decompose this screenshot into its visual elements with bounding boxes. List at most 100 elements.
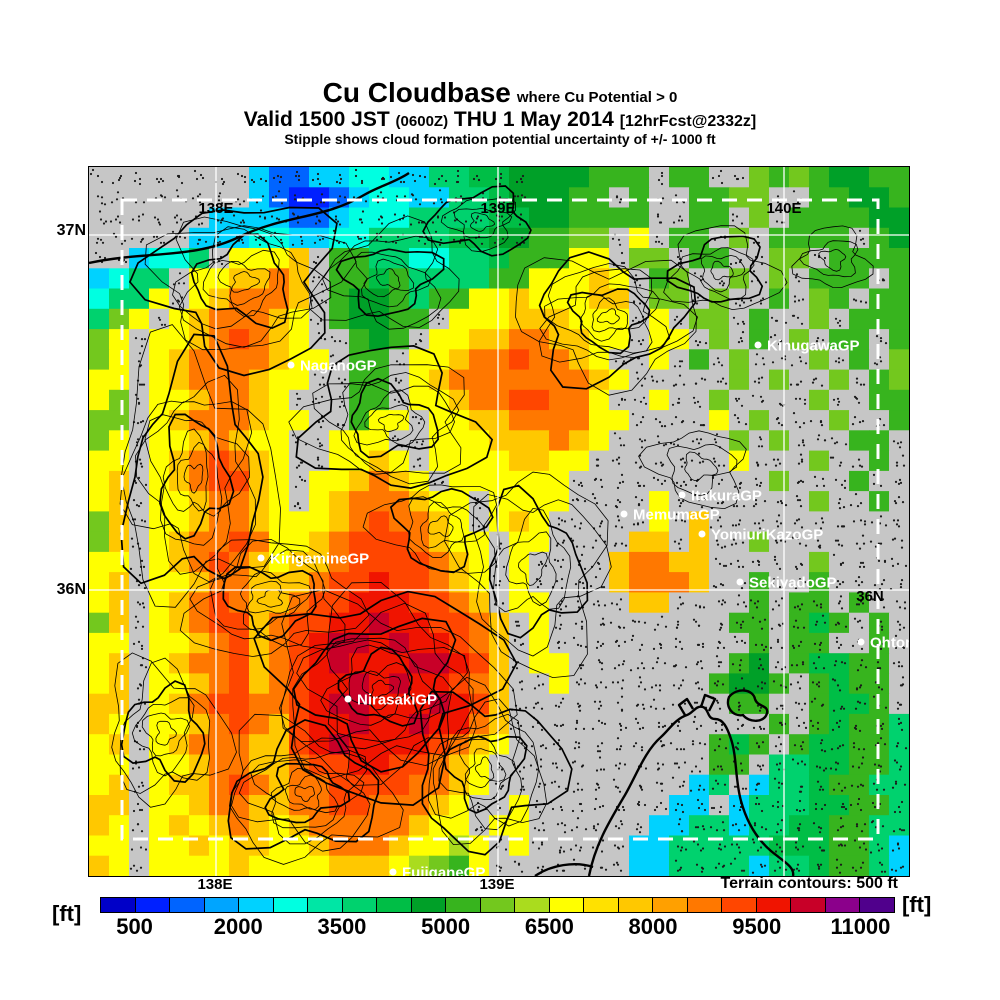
stipple-dot [822,849,826,852]
field-cell [789,187,810,209]
field-cell [589,653,610,675]
colorbar-segment [169,898,204,912]
stipple-dot [634,496,638,499]
stipple-dot [144,483,148,486]
stipple-dot [731,824,735,827]
field-cell [869,450,890,472]
stipple-dot [339,177,343,181]
stipple-dot [579,802,583,806]
field-cell [549,491,570,512]
field-cell [109,673,130,695]
field-cell [649,369,670,391]
stipple-dot [633,398,637,401]
stipple-dot [613,844,617,847]
field-cell [129,551,150,573]
stipple-dot [755,483,759,486]
stipple-dot [580,627,584,630]
stipple-dot [501,784,505,787]
stipple-dot [795,495,799,498]
stipple-dot [820,739,824,742]
field-cell [749,410,770,431]
stipple-dot [737,523,741,526]
stipple-dot [421,440,425,443]
stipple-dot [312,260,316,264]
stipple-dot [263,217,267,220]
contour-line [518,551,548,587]
stipple-dot [675,201,679,204]
field-cell [269,187,290,209]
field-cell [529,430,550,452]
field-cell [809,248,830,269]
field-cell [289,430,310,452]
field-cell [289,329,310,350]
stipple-dot [614,825,618,828]
stipple-dot [397,381,401,384]
field-cell [89,450,110,472]
field-cell [809,774,830,796]
stipple-dot [742,687,746,690]
stipple-dot [563,824,567,827]
stipple-dot [700,866,704,869]
field-cell [489,349,510,371]
stipple-dot [778,846,782,849]
stipple-dot [801,663,805,666]
field-cell [109,572,130,593]
contour-line [538,251,697,390]
stipple-dot [854,724,858,728]
stipple-dot [639,343,643,346]
field-cell [849,572,870,593]
stipple-dot [895,523,899,526]
field-cell [649,855,670,876]
field-cell [569,207,590,229]
stipple-dot [394,241,398,244]
stipple-dot [697,499,701,502]
field-cell [189,450,210,472]
field-cell [209,835,230,857]
stipple-dot [776,195,780,198]
stipple-dot [742,869,746,872]
field-cell [129,815,150,837]
field-cell [829,673,850,695]
stipple-dot [138,182,142,186]
field-cell [749,653,770,675]
field-cell [529,389,550,411]
stipple-dot [141,602,145,605]
stipple-dot [796,316,800,319]
stipple-dot [836,762,840,765]
field-cell [389,268,410,290]
field-cell [329,470,350,492]
stipple-dot [580,620,584,623]
stipple-dot [740,587,744,590]
contour-line [190,233,289,330]
stipple-dot [816,539,820,542]
field-cell [209,450,230,472]
stipple-dot [822,667,826,670]
field-cell [369,855,390,876]
field-cell [609,673,630,695]
stipple-dot [863,520,867,523]
field-cell [209,734,230,756]
field-cell [769,268,790,290]
field-cell [449,248,470,269]
field-cell [309,430,330,452]
stipple-dot [137,584,141,587]
stipple-dot [702,424,706,427]
field-cell [329,248,350,269]
stipple-dot [100,202,104,205]
stipple-dot [784,868,788,871]
stipple-dot [863,823,867,826]
site-label-YomiuriKazoGP: YomiuriKazoGP [711,527,823,544]
stipple-dot [861,420,865,423]
stipple-dot [134,481,138,484]
stipple-dot [204,240,208,243]
stipple-dot [896,442,900,445]
field-cell [609,470,630,492]
field-cell [349,207,370,229]
stipple-dot [595,646,599,649]
stipple-dot [577,606,581,609]
stipple-dot [813,343,817,346]
field-cell [109,632,130,654]
field-cell [649,531,670,553]
stipple-dot [583,567,587,570]
stipple-dot [600,721,604,725]
